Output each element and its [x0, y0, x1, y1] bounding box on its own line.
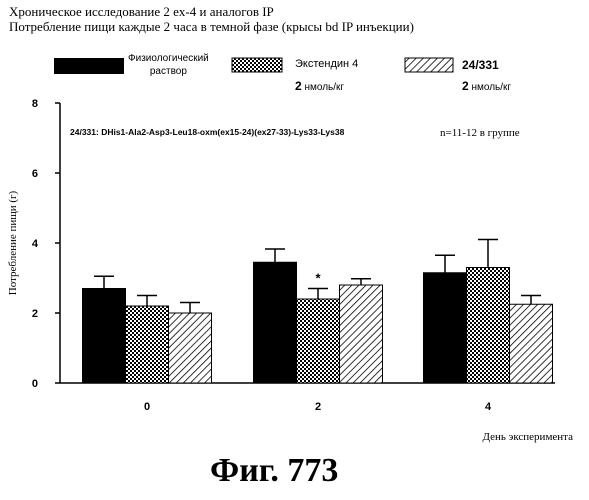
legend-dose-exendin: 2 нмоль/кг: [295, 79, 344, 93]
bar-solid-day-4: [424, 273, 467, 383]
x-tick-label: 4: [485, 401, 492, 413]
y-tick-label: 0: [32, 378, 38, 390]
bar-checker-day-0: [126, 306, 169, 383]
legend-swatch-exendin: [232, 58, 282, 72]
bars: *: [83, 240, 553, 384]
x-ticks: 0 2 4: [144, 401, 492, 413]
y-tick-label: 4: [32, 238, 39, 250]
figure-label: Фиг. 773: [210, 452, 338, 490]
y-tick-label: 6: [32, 168, 38, 180]
y-axis-label: Потребление пищи (г): [7, 190, 19, 295]
bar-solid-day-2: [254, 262, 297, 383]
legend-label-saline-line1: Физиологический: [128, 52, 209, 65]
legend-dose-24-331-num: 2: [462, 79, 469, 93]
bar-checker-day-2: [297, 299, 340, 383]
legend-dose-exendin-num: 2: [295, 79, 302, 93]
bar-hatch-day-0: [169, 313, 212, 383]
legend-dose-24-331: 2 нмоль/кг: [462, 79, 511, 93]
y-ticks: 0 2 4 6 8: [32, 98, 60, 390]
legend-swatch-saline: [54, 58, 124, 74]
y-tick-label: 2: [32, 308, 38, 320]
legend-label-saline: Физиологический раствор: [128, 52, 209, 78]
y-tick-label: 8: [32, 98, 38, 110]
legend-label-saline-line2: раствор: [128, 65, 209, 78]
bar-checker-day-4: [467, 268, 510, 384]
legend-label-24-331: 24/331: [462, 58, 499, 72]
legend-dose-24-331-unit: нмоль/кг: [471, 82, 511, 93]
significance-asterisk: *: [315, 271, 321, 286]
legend-swatch-24-331: [405, 58, 453, 72]
legend-label-exendin: Экстендин 4: [295, 58, 358, 70]
bar-hatch-day-4: [510, 304, 553, 383]
legend-dose-exendin-unit: нмоль/кг: [304, 82, 344, 93]
x-tick-label: 2: [315, 401, 321, 413]
x-tick-label: 0: [144, 401, 150, 413]
x-axis-label: День эксперимента: [482, 431, 573, 443]
sequence-annotation: 24/331: DHis1-Ala2-Asp3-Leu18-oxm(ex15-2…: [70, 127, 345, 137]
bar-solid-day-0: [83, 289, 126, 384]
bar-hatch-day-2: [340, 285, 383, 383]
n-per-group-annotation: n=11-12 в группе: [440, 127, 520, 139]
